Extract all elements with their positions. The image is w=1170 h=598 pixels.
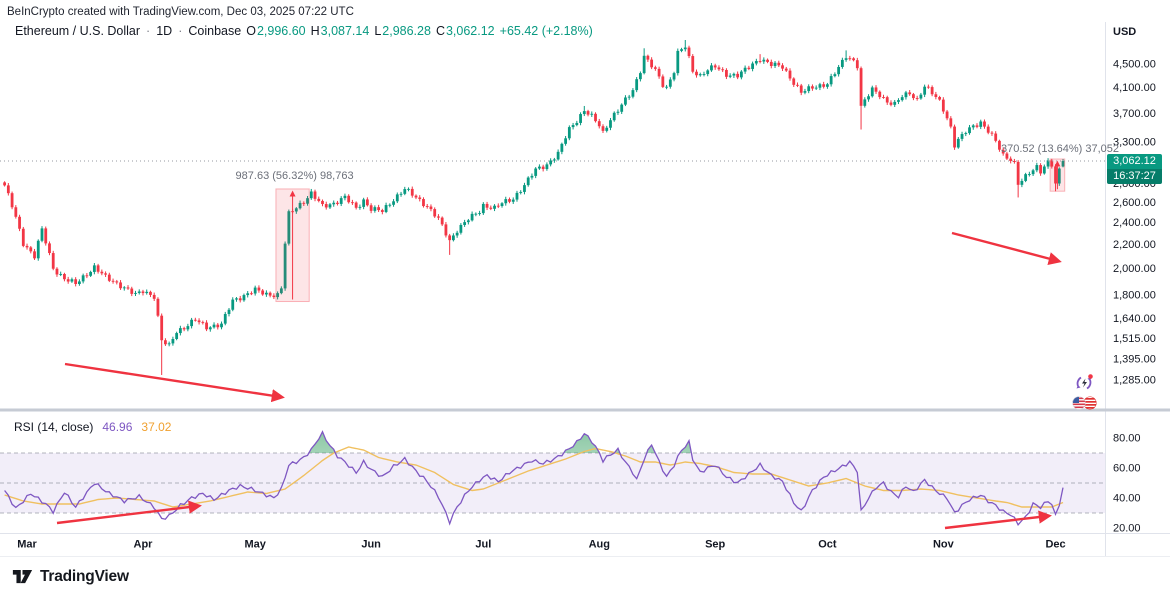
trend-arrow[interactable] <box>944 510 1052 530</box>
time-axis-label: Aug <box>589 539 610 551</box>
us-flag-event-icon[interactable] <box>1072 396 1086 410</box>
price-tick-label: 1,395.00 <box>1113 354 1156 366</box>
price-tick-label: 1,800.00 <box>1113 289 1156 301</box>
rsi-title: RSI (14, close) <box>14 420 94 434</box>
ohlc-close: C 3,062.12 <box>435 24 495 38</box>
separator-dot: · <box>146 24 151 38</box>
ohlc-open: O 2,996.60 <box>246 24 306 38</box>
time-axis-label: Apr <box>134 539 154 551</box>
symbol-info-bar[interactable]: Ethereum / U.S. Dollar · 1D · Coinbase O… <box>15 24 593 38</box>
rsi-ma-value: 37.02 <box>141 420 172 434</box>
time-axis-label: Nov <box>933 539 955 551</box>
price-tick-label: 1,515.00 <box>1113 333 1156 345</box>
tradingview-brand[interactable]: TradingView <box>12 567 129 587</box>
time-axis-label: Dec <box>1045 539 1065 551</box>
rsi-ma-line <box>4 446 1064 508</box>
symbol-name[interactable]: Ethereum / U.S. Dollar <box>15 24 141 38</box>
price-range-measurements[interactable] <box>275 158 1066 303</box>
event-markers[interactable] <box>1072 374 1097 410</box>
price-axis-currency: USD <box>1113 26 1137 38</box>
price-tick-label: 1,285.00 <box>1113 374 1156 386</box>
trend-arrow[interactable] <box>951 231 1062 266</box>
change-value: +65.42 (+2.18%) <box>499 24 593 38</box>
ohlc-high: H 3,087.14 <box>310 24 370 38</box>
brand-name: TradingView <box>40 568 129 585</box>
rsi-tick-label: 80.00 <box>1113 433 1141 445</box>
price-tick-label: 2,400.00 <box>1113 217 1156 229</box>
rsi-line <box>4 430 1064 526</box>
tradingview-logo-icon <box>12 570 33 584</box>
candlestick-series <box>3 40 1065 375</box>
symbol-exchange[interactable]: Coinbase <box>188 24 242 38</box>
rsi-tick-label: 40.00 <box>1113 493 1141 505</box>
rsi-indicator-legend[interactable]: RSI (14, close) 46.96 37.02 <box>14 420 171 434</box>
red-flag-event-icon[interactable] <box>1083 396 1097 410</box>
price-tick-label: 4,100.00 <box>1113 82 1156 94</box>
time-axis-label: Sep <box>705 539 725 551</box>
measurement-label-dec[interactable]: 370.52 (13.64%) 37,052 <box>1000 142 1120 155</box>
time-axis-label: Jun <box>361 539 381 551</box>
bar-countdown: 16:37:27 <box>1107 168 1162 184</box>
price-tick-label: 3,700.00 <box>1113 108 1156 120</box>
price-tick-label: 2,000.00 <box>1113 263 1156 275</box>
trend-arrow[interactable] <box>64 362 285 403</box>
price-scale[interactable]: 4,500.004,100.003,700.003,300.003,000.00… <box>1113 59 1156 387</box>
time-axis-label: Mar <box>17 539 37 551</box>
current-price-value: 3,062.12 <box>1113 154 1156 167</box>
time-axis-label: Oct <box>818 539 837 551</box>
time-axis-label: Jul <box>475 539 491 551</box>
price-tick-label: 2,600.00 <box>1113 197 1156 209</box>
price-tick-label: 1,640.00 <box>1113 313 1156 325</box>
symbol-interval[interactable]: 1D <box>156 24 173 38</box>
separator-dot: · <box>178 24 183 38</box>
ohlc-low: L 2,986.28 <box>374 24 431 38</box>
rsi-scale[interactable]: 80.00 60.00 40.00 20.00 <box>1113 433 1141 535</box>
rsi-tick-label: 20.00 <box>1113 523 1141 535</box>
price-tick-label: 3,300.00 <box>1113 137 1156 149</box>
attribution-text: BeInCrypto created with TradingView.com,… <box>7 6 354 18</box>
time-axis-label: May <box>244 539 266 551</box>
current-price-label: 3,062.12 16:37:27 <box>1107 153 1162 184</box>
rsi-indicator-pane <box>4 430 1064 526</box>
price-tick-label: 4,500.00 <box>1113 59 1156 71</box>
measurement-label-may[interactable]: 987.63 (56.32%) 98,763 <box>235 169 354 182</box>
trend-arrows[interactable] <box>56 231 1062 530</box>
time-scale[interactable]: Mar Apr May Jun Jul Aug Sep Oct Nov Dec <box>17 539 1065 551</box>
crypto-event-cycle-icon[interactable] <box>1075 374 1093 392</box>
trend-arrow[interactable] <box>56 500 202 525</box>
rsi-tick-label: 60.00 <box>1113 463 1141 475</box>
price-tick-label: 2,200.00 <box>1113 239 1156 251</box>
rsi-value: 46.96 <box>102 420 133 434</box>
